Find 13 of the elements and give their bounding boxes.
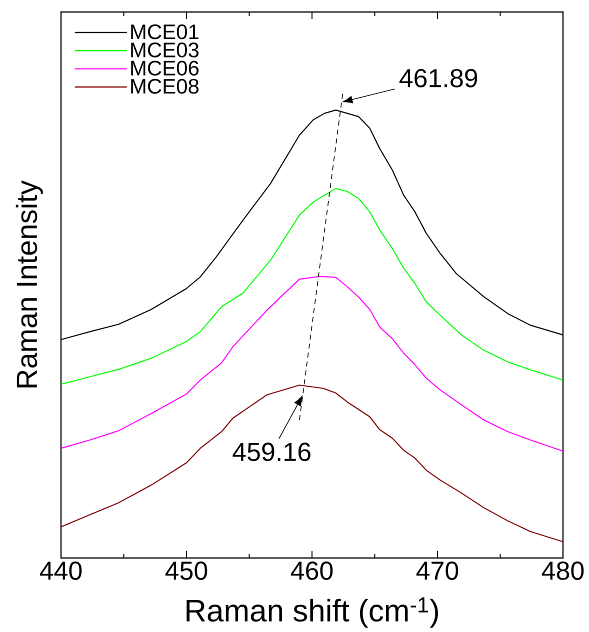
- x-axis-title: Raman shift (cm$^{-1}$): [186, 597, 438, 628]
- x-tick-label: 440: [40, 562, 82, 580]
- annotation: 461.89: [399, 68, 478, 88]
- legend-label: MCE06: [131, 60, 199, 76]
- x-tick-label: 450: [165, 562, 208, 580]
- x-tick-label: 480: [542, 562, 584, 580]
- legend-label: MCE01: [131, 24, 198, 40]
- legend-label: MCE03: [131, 42, 199, 58]
- x-tick-label: 470: [416, 562, 458, 580]
- x-tick-label: 460: [290, 562, 333, 580]
- y-axis-title: Raman Intensity: [16, 180, 43, 388]
- legend-label: MCE08: [131, 78, 199, 94]
- annotation: 459.16: [232, 442, 310, 462]
